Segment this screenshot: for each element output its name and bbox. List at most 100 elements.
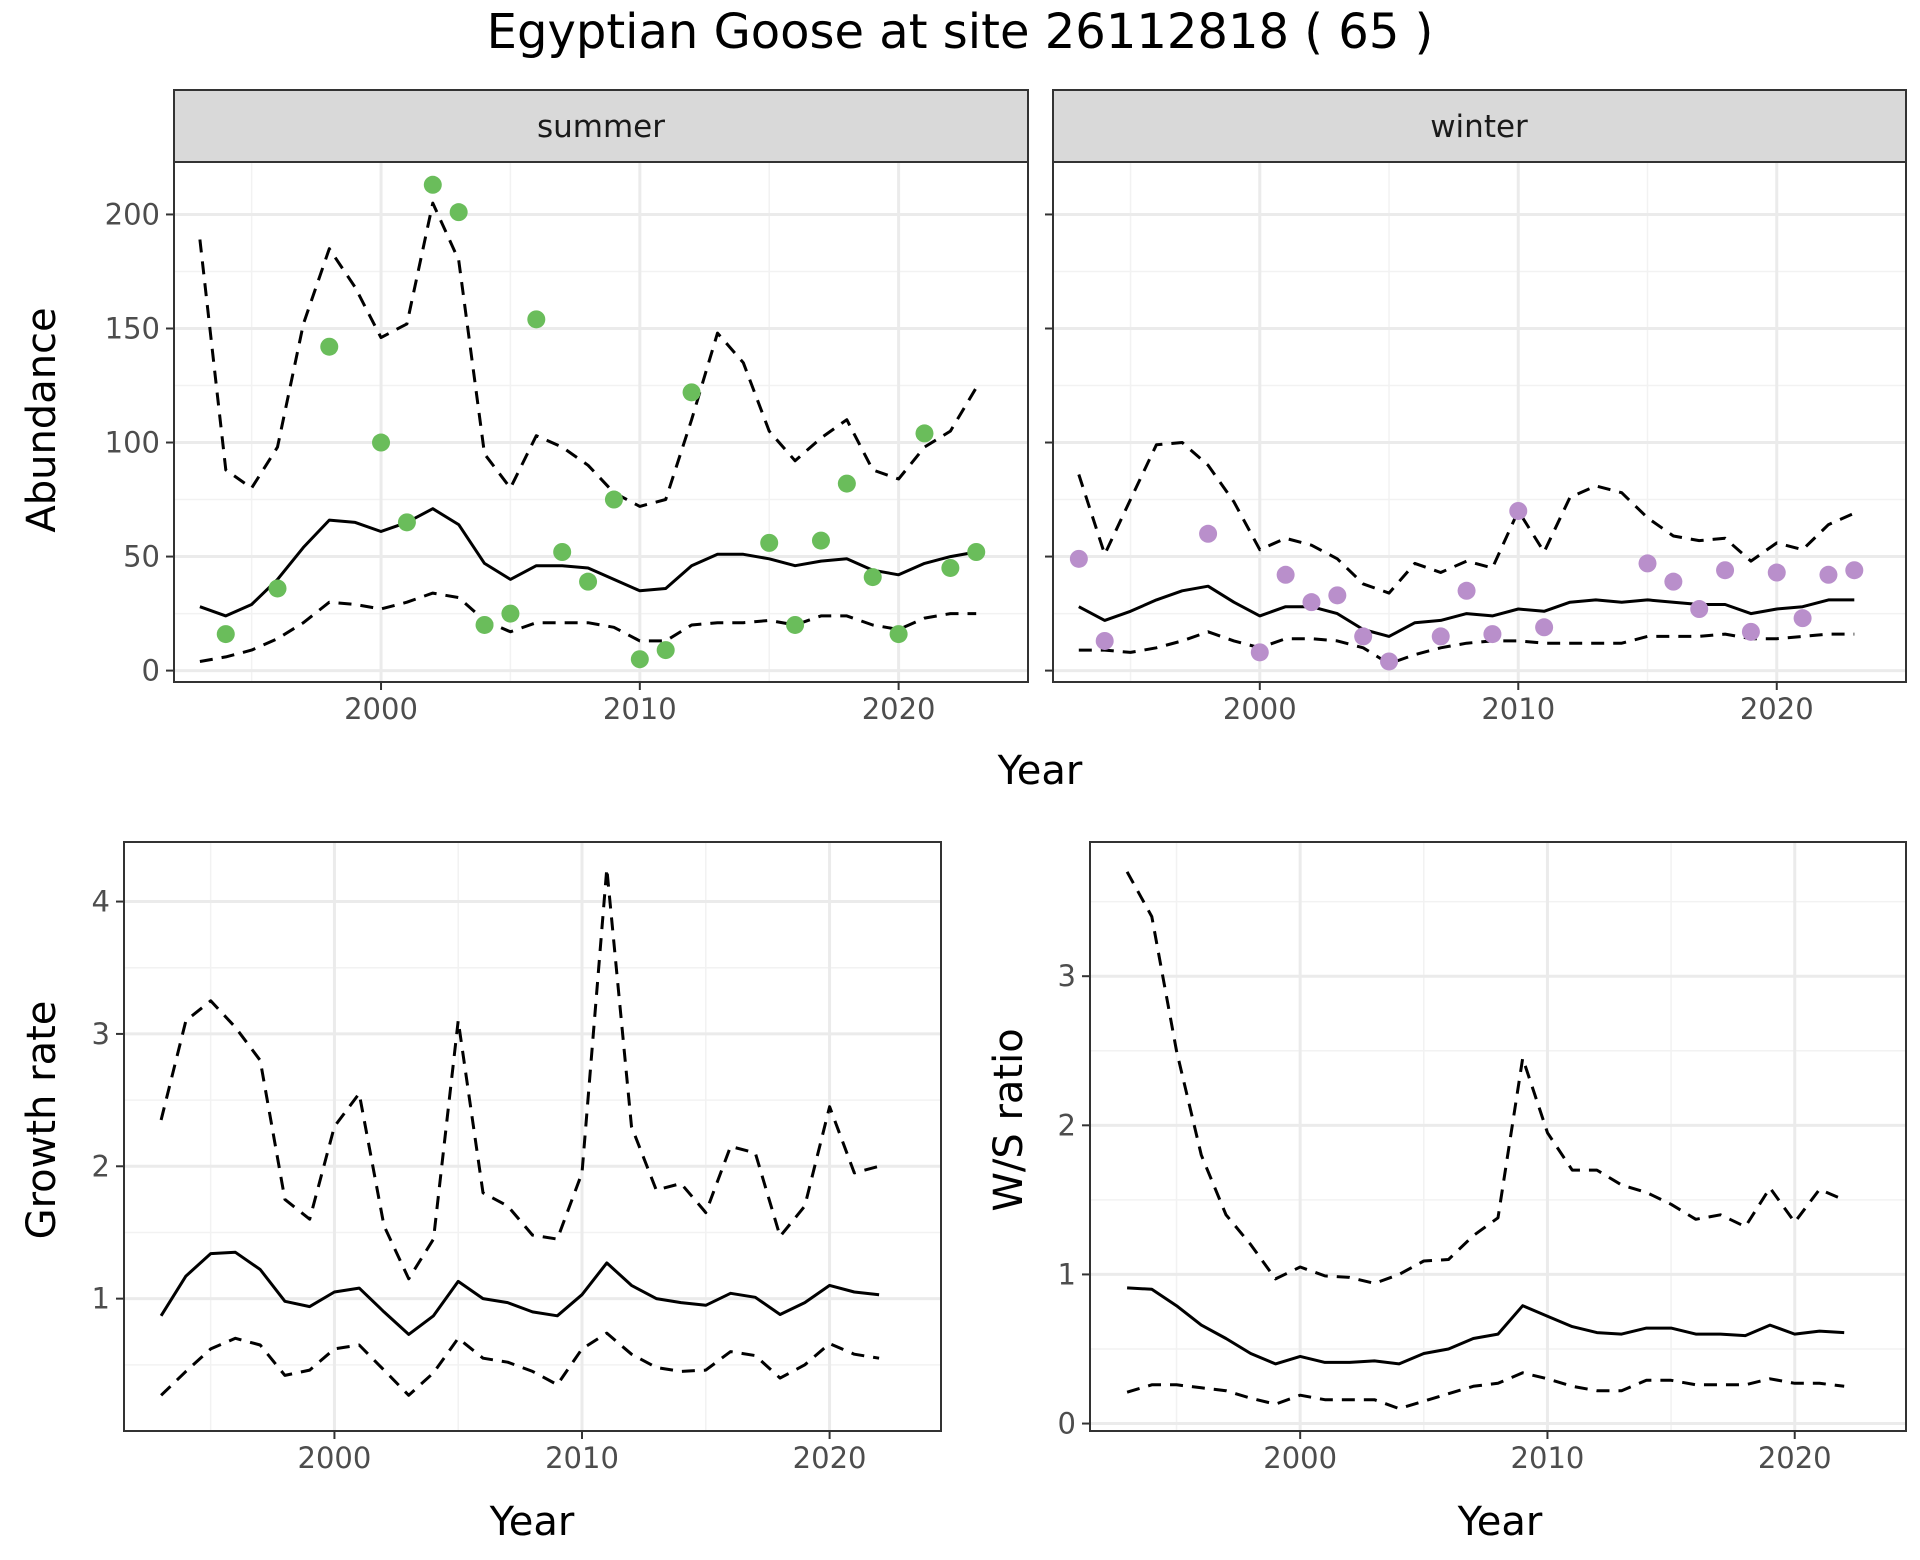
summer-y-tick-label: 100 [105,426,160,460]
winter-data-point [1483,625,1502,644]
winter-data-point [1095,631,1114,650]
winter-data-point [1457,581,1476,600]
summer-plot-area [174,162,1028,682]
summer-data-point [967,543,986,561]
summer-data-point [475,615,494,634]
summer-data-point [527,310,546,329]
figure-title: Egyptian Goose at site 26112818 ( 65 ) [487,4,1434,60]
summer-data-point [553,543,572,561]
winter-data-point [1638,554,1657,573]
summer-dashed-line [198,201,978,508]
summer-data-point [630,650,649,669]
winter-data-point [1354,627,1373,646]
summer-data-point [449,203,468,222]
winter-data-point [1250,643,1269,662]
summer-data-point [786,615,805,634]
ws-ratio-panel: 2000 2010 2020 0 1 2 3 [1058,841,1907,1475]
panel2-x-tick-label: 2020 [793,1441,867,1475]
growth-xaxis-title: Year [489,1499,575,1545]
winter-plot-area [1053,162,1906,682]
summer-solid-line [199,507,977,618]
panel2-x-tick-label: 2000 [298,1441,372,1475]
summer-abundance-panel: 2000 2010 2020 0 50 100 150 200 [105,161,1029,726]
summer-data-point [579,572,598,591]
summer-data-point [941,558,960,577]
summer-data-point [682,383,701,402]
winter-dashed-line [1077,441,1855,595]
winter-x-tick-label: 2010 [1481,692,1555,726]
winter-data-point [1819,565,1838,584]
summer-y-tick-label: 0 [142,654,160,688]
top-yaxis-title: Abundance [19,307,65,532]
winter-data-point [1741,622,1760,641]
winter-data-point [1276,565,1295,584]
panel3-solid-line [1127,1286,1845,1366]
winter-data-point [1302,593,1321,612]
winter-data-point [1690,600,1709,619]
panel3-x-tick-label: 2010 [1511,1441,1585,1475]
summer-data-point [863,568,882,587]
summer-data-point [268,579,287,598]
summer-dashed-line [199,591,977,663]
summer-data-point [501,604,520,623]
winter-data-point [1767,563,1786,582]
summer-data-point [423,175,442,194]
panel3-y-tick-label: 0 [1058,1407,1076,1441]
summer-data-point [372,433,391,452]
panel2-y-tick-label: 3 [92,1017,110,1051]
panel3-y-tick-label: 2 [1058,1108,1076,1142]
summer-data-point [397,513,416,532]
growth-yaxis-title: Growth rate [19,1001,65,1240]
growth-rate-panel: 2000 2010 2020 1 2 3 4 [92,841,942,1475]
summer-panel-border [173,161,1029,683]
panel2-plot-area [124,842,941,1431]
top-xaxis-title: Year [997,748,1083,794]
winter-data-point [1431,627,1450,646]
winter-solid-line [1078,584,1855,638]
winter-data-point [1380,652,1399,671]
winter-panel-border [1052,161,1907,683]
strip-winter [1052,89,1907,163]
winter-x-tick-label: 2020 [1740,692,1814,726]
summer-x-tick-label: 2020 [862,692,936,726]
winter-data-point [1535,618,1554,637]
winter-x-tick-label: 2000 [1223,692,1297,726]
panel2-y-tick-label: 2 [92,1149,110,1183]
summer-data-point [656,641,675,660]
panel2-y-tick-label: 4 [92,885,110,919]
summer-y-tick-label: 50 [123,540,160,574]
summer-data-point [811,531,830,550]
summer-data-point [216,625,235,644]
winter-data-point [1793,609,1812,628]
winter-dashed-line [1078,630,1855,666]
panel3-panel-border [1089,841,1907,1432]
panel3-y-tick-label: 3 [1058,959,1076,993]
summer-data-point [604,490,623,509]
winter-data-point [1509,501,1528,520]
panel3-plot-area [1090,842,1906,1431]
panel3-x-tick-label: 2000 [1263,1441,1337,1475]
summer-data-point [760,533,779,552]
ratio-yaxis-title: W/S ratio [986,1028,1032,1211]
strip-summer-label: summer [537,109,665,145]
strip-winter-label: winter [1430,109,1528,145]
winter-data-point [1716,561,1735,580]
winter-data-point [1845,561,1864,580]
winter-data-point [1328,586,1347,605]
summer-data-point [320,337,339,356]
winter-data-point [1664,572,1683,591]
panel3-dashed-line [1126,1371,1845,1411]
summer-x-tick-label: 2010 [603,692,677,726]
winter-data-point [1199,524,1218,543]
panel2-x-tick-label: 2010 [545,1441,619,1475]
summer-data-point [837,474,856,493]
winter-data-point [1069,549,1088,568]
panel2-dashed-line [159,867,880,1281]
strip-summer [173,89,1029,163]
panel2-y-tick-label: 1 [92,1282,110,1316]
summer-data-point [889,625,908,644]
panel3-y-tick-label: 1 [1058,1257,1076,1291]
winter-abundance-panel: 2000 2010 2020 [1045,161,1907,726]
ratio-xaxis-title: Year [1457,1499,1543,1545]
panel2-solid-line [159,1250,880,1336]
